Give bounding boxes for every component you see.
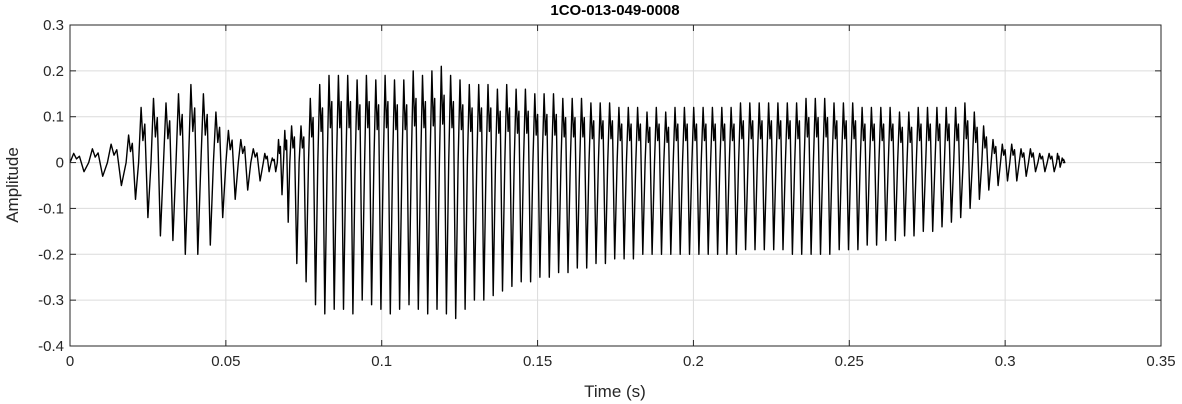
x-tick-label: 0.15	[523, 353, 552, 370]
x-tick-label: 0.05	[211, 353, 240, 370]
x-tick-label: 0.1	[371, 353, 392, 370]
chart-title: 1CO-013-049-0008	[550, 2, 679, 19]
y-tick-label: -0.1	[38, 200, 64, 217]
x-tick-label: 0.2	[683, 353, 704, 370]
y-tick-label: -0.2	[38, 246, 64, 263]
x-tick-label: 0.3	[995, 353, 1016, 370]
grid	[69, 24, 1162, 347]
y-tick-label: 0.2	[43, 63, 64, 80]
y-axis-label: Amplitude	[3, 147, 22, 223]
y-tick-label: -0.3	[38, 292, 64, 309]
y-tick-label: 0.3	[43, 17, 64, 34]
axes-box	[69, 24, 1162, 347]
y-tick-label: 0	[56, 155, 64, 172]
y-tick-label: -0.4	[38, 338, 64, 355]
y-axis: -0.4 -0.3 -0.2 -0.1 0 0.1 0.2 0.3	[38, 17, 1161, 355]
y-tick-label: 0.1	[43, 109, 64, 126]
plot-area	[69, 65, 1066, 320]
x-axis: 0 0.05 0.1 0.15 0.2 0.25 0.3 0.35	[66, 25, 1176, 370]
x-tick-label: 0.25	[835, 353, 864, 370]
x-tick-label: 0.35	[1146, 353, 1175, 370]
waveform-line	[69, 65, 1066, 320]
x-tick-label: 0	[66, 353, 74, 370]
x-axis-label: Time (s)	[584, 382, 646, 401]
